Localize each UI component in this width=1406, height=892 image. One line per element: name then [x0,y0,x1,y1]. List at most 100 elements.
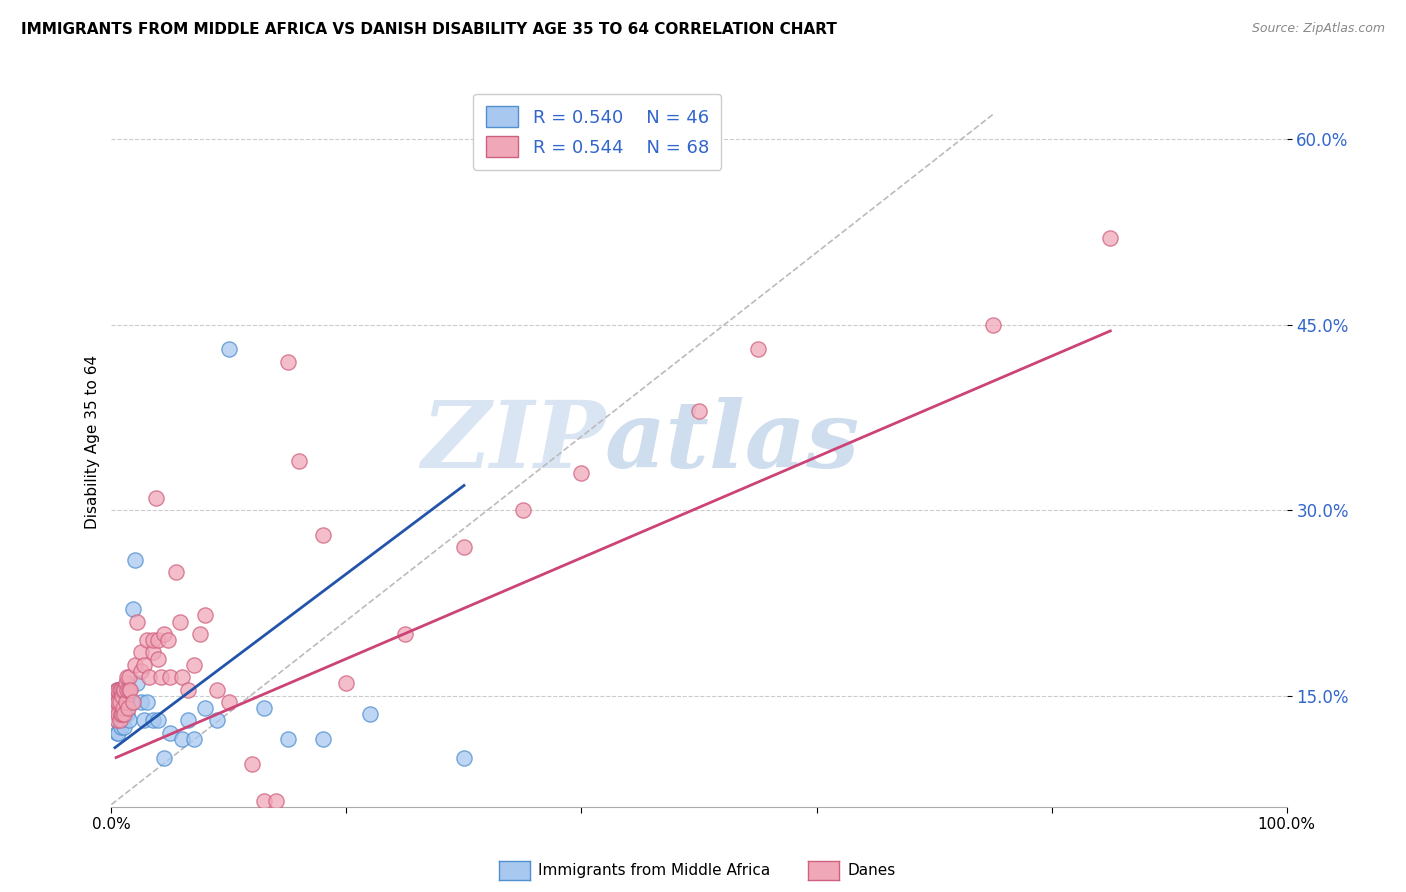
Point [135,695,157,709]
Point [135,633,157,648]
Point [149,670,172,684]
Point [288,454,311,468]
Legend: R = 0.540    N = 46, R = 0.544    N = 68: R = 0.540 N = 46, R = 0.544 N = 68 [472,94,721,169]
Point [148,651,170,665]
Point [105,695,128,709]
Text: Danes: Danes [848,863,896,878]
Point [114,695,136,709]
Point [112,701,135,715]
Point [108,682,131,697]
Point [394,627,416,641]
Y-axis label: Disability Age 35 to 64: Disability Age 35 to 64 [86,355,100,529]
Point [747,343,769,357]
Point [156,633,179,648]
Point [242,756,264,771]
Point [183,657,205,672]
Point [205,714,228,728]
Point [105,689,128,703]
Point [107,695,129,709]
Point [124,657,146,672]
Text: IMMIGRANTS FROM MIDDLE AFRICA VS DANISH DISABILITY AGE 35 TO 64 CORRELATION CHAR: IMMIGRANTS FROM MIDDLE AFRICA VS DANISH … [21,22,837,37]
Point [177,682,200,697]
Point [277,355,299,369]
Point [108,695,131,709]
Point [115,682,138,697]
Point [453,750,475,764]
Point [218,695,240,709]
Point [118,714,141,728]
Point [129,645,152,659]
Point [159,726,181,740]
Point [688,404,710,418]
Point [312,731,335,746]
Point [104,707,127,722]
Point [108,701,131,715]
Point [253,701,276,715]
Point [129,695,152,709]
Point [117,701,139,715]
Point [148,633,170,648]
Point [108,714,131,728]
Point [170,731,193,746]
Point [177,714,200,728]
Text: Source: ZipAtlas.com: Source: ZipAtlas.com [1251,22,1385,36]
Point [120,682,142,697]
Point [359,707,381,722]
Point [571,466,593,480]
Point [112,707,135,722]
Point [981,318,1004,332]
Point [194,608,217,623]
Point [112,682,135,697]
Point [134,714,156,728]
Point [108,714,131,728]
Point [118,670,141,684]
Point [111,714,134,728]
Point [194,701,217,715]
Point [148,714,170,728]
Point [253,794,276,808]
Point [107,726,129,740]
Point [169,615,191,629]
Point [105,701,128,715]
Point [112,695,135,709]
Point [159,670,181,684]
Point [105,695,128,709]
Point [141,645,163,659]
Point [1099,231,1122,245]
Point [105,726,128,740]
Point [107,701,129,715]
Point [107,682,129,697]
Point [188,627,211,641]
Point [110,695,132,709]
Point [312,528,335,542]
Text: ZIP: ZIP [420,397,605,487]
Point [115,707,138,722]
Point [118,682,141,697]
Point [170,670,193,684]
Point [127,676,149,690]
Point [111,689,134,703]
Point [277,731,299,746]
Point [183,731,205,746]
Point [105,701,128,715]
Point [124,552,146,566]
Point [110,720,132,734]
Point [110,707,132,722]
Point [105,682,128,697]
Point [165,565,187,579]
Text: atlas: atlas [605,397,860,487]
Point [112,682,135,697]
Point [153,627,176,641]
Point [145,491,167,505]
Point [205,682,228,697]
Point [110,707,132,722]
Point [264,794,287,808]
Point [153,750,176,764]
Point [112,707,135,722]
Point [141,633,163,648]
Point [138,670,160,684]
Point [141,714,163,728]
Point [335,676,357,690]
Point [114,695,136,709]
Point [110,682,132,697]
